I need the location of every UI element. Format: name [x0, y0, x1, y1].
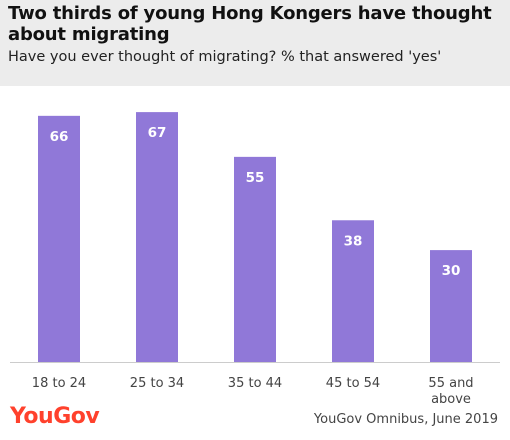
- bar-value-label: 38: [344, 233, 363, 249]
- bar-value-label: 67: [148, 125, 167, 141]
- x-tick-label: 45 to 54: [326, 376, 380, 391]
- bar-2: [136, 112, 178, 362]
- bar-4: [332, 220, 374, 362]
- value-labels-layer: 66 67 55 38 30: [50, 125, 461, 279]
- x-tick-label-line: 45 to 54: [326, 376, 380, 391]
- x-tick-label-line: 35 to 44: [228, 376, 282, 391]
- bar-value-label: 30: [442, 263, 461, 279]
- bar-1: [38, 115, 80, 363]
- x-tick-label: 35 to 44: [228, 376, 282, 391]
- bar-value-label: 55: [246, 170, 265, 186]
- chart-subtitle: Have you ever thought of migrating? % th…: [8, 49, 442, 65]
- chart-header: Two thirds of young Hong Kongers have th…: [0, 0, 510, 86]
- x-tick-label-line: 55 and: [428, 376, 473, 391]
- x-tick-label-line: 25 to 34: [130, 376, 184, 391]
- x-tick-label: 25 to 34: [130, 376, 184, 391]
- x-tick-labels-layer: 18 to 24 25 to 34 35 to 44 45 to 54 55 and ab…: [32, 376, 474, 407]
- yougov-logo: YouGov: [10, 404, 100, 429]
- x-tick-label: 55 and above: [428, 376, 473, 407]
- bar-3: [234, 156, 276, 362]
- source-note: YouGov Omnibus, June 2019: [313, 412, 498, 427]
- x-tick-label: 18 to 24: [32, 376, 86, 391]
- bar-5: [430, 250, 472, 362]
- x-tick-label-line: 18 to 24: [32, 376, 86, 391]
- chart-title: Two thirds of young Hong Kongers have th…: [8, 3, 492, 45]
- bar-value-label: 66: [50, 129, 69, 145]
- bars-layer: [38, 112, 472, 363]
- x-tick-label-line: above: [431, 392, 471, 407]
